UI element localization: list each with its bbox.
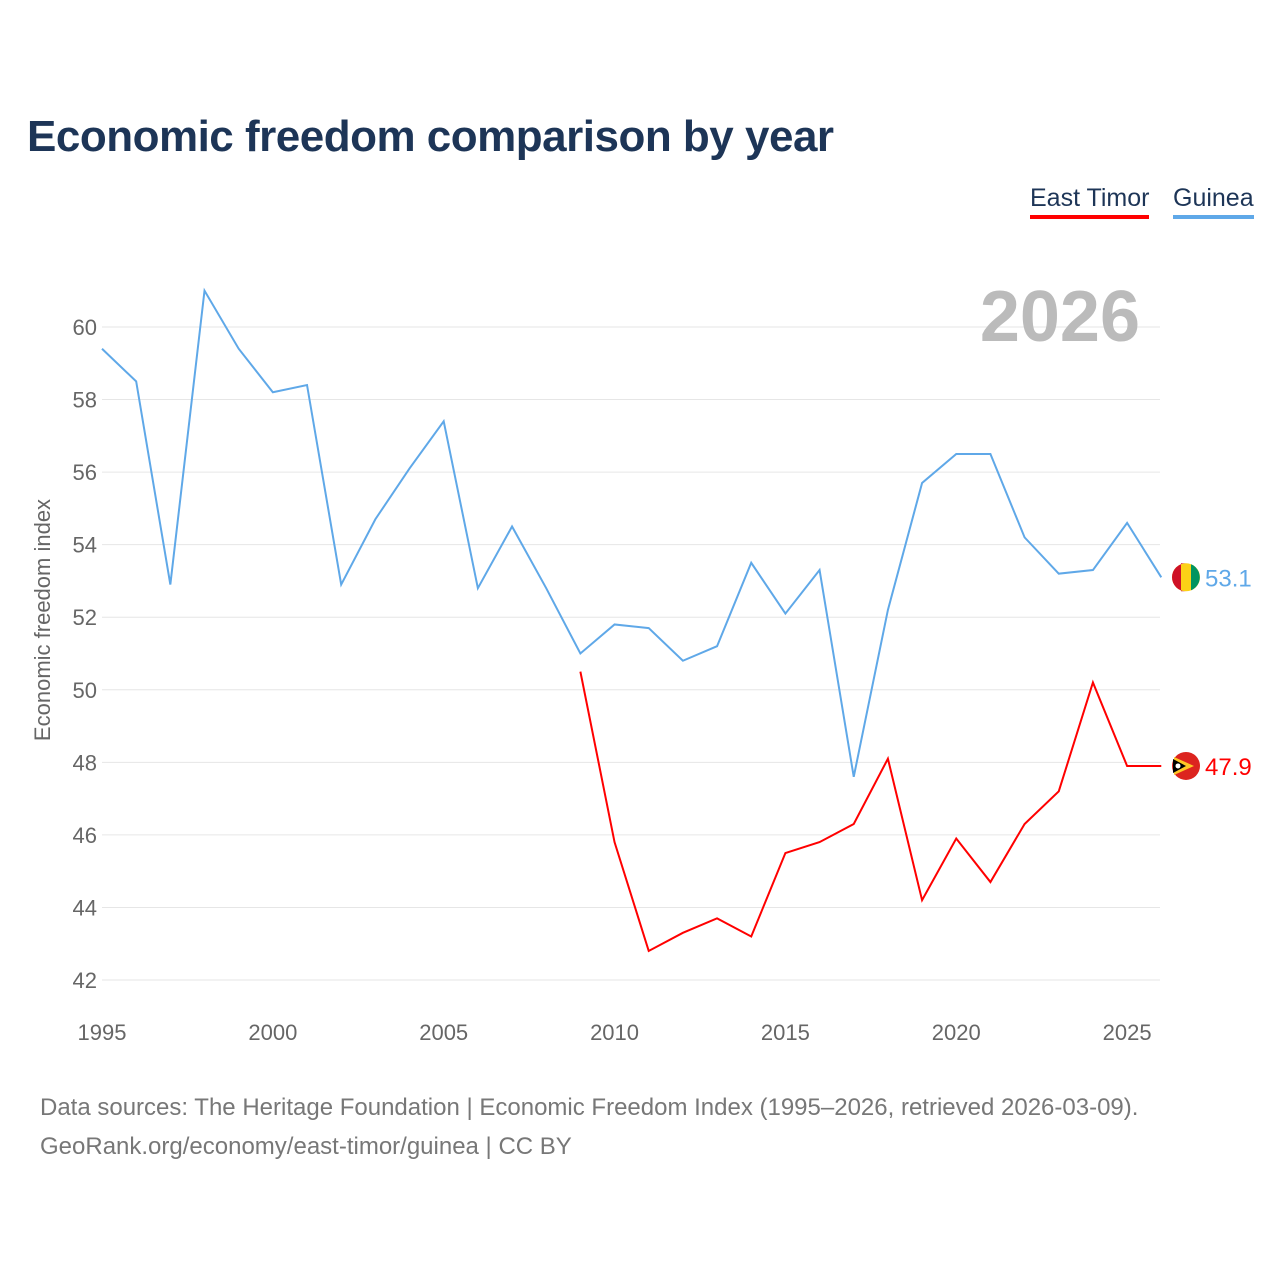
- x-tick-label: 2020: [932, 1020, 981, 1045]
- x-tick-label: 2015: [761, 1020, 810, 1045]
- footer: Data sources: The Heritage Foundation | …: [40, 1088, 1138, 1166]
- legend-east-timor[interactable]: East Timor: [1030, 184, 1150, 219]
- y-tick-label: 54: [73, 533, 97, 558]
- y-tick-label: 56: [73, 460, 97, 485]
- y-axis-label: Economic freedom index: [30, 499, 55, 741]
- y-tick-label: 46: [73, 823, 97, 848]
- y-tick-label: 60: [73, 315, 97, 340]
- source-link[interactable]: GeoRank.org/economy/east-timor/guinea | …: [40, 1133, 572, 1160]
- year-label: 2026: [980, 277, 1140, 357]
- y-tick-label: 44: [73, 895, 97, 920]
- chart-title: Economic freedom comparison by year: [27, 112, 834, 161]
- x-tick-label: 2010: [590, 1020, 639, 1045]
- data-sources: Data sources: The Heritage Foundation | …: [40, 1094, 1139, 1121]
- x-tick-label: 2005: [419, 1020, 468, 1045]
- series-line-guinea: [101, 287, 1163, 778]
- y-tick-label: 42: [73, 968, 97, 993]
- series-line-east-timor: [579, 671, 1162, 953]
- x-tick-label: 1995: [78, 1020, 127, 1045]
- y-tick-label: 58: [73, 388, 97, 413]
- y-tick-label: 52: [73, 605, 97, 630]
- end-value-label: 53.1: [1205, 565, 1252, 592]
- x-tick-label: 2025: [1103, 1020, 1152, 1045]
- east-timor-flag-star: [1175, 763, 1181, 769]
- guinea-flag-red: [1172, 563, 1186, 592]
- guinea-flag-green: [1191, 564, 1200, 591]
- end-value-label: 47.9: [1205, 754, 1252, 781]
- y-tick-label: 48: [73, 750, 97, 775]
- x-tick-label: 2000: [248, 1020, 297, 1045]
- legend-guinea[interactable]: Guinea: [1173, 184, 1254, 219]
- y-tick-label: 50: [73, 678, 97, 703]
